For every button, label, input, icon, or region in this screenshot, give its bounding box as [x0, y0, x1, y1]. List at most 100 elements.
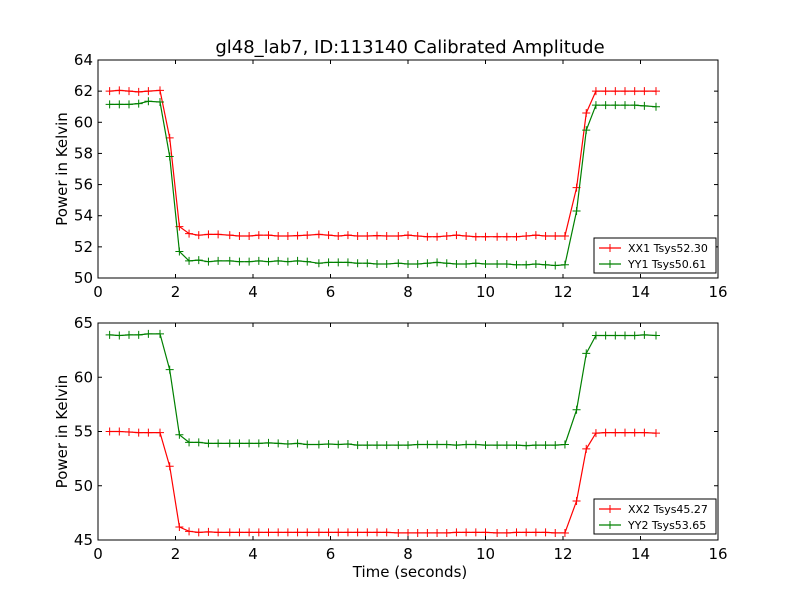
x-tick-label: 16 [708, 283, 727, 301]
data-point-marker [175, 430, 184, 439]
data-point-marker [423, 440, 432, 449]
data-point-marker [225, 439, 234, 448]
data-point-marker [105, 100, 114, 109]
data-point-marker [314, 528, 323, 537]
data-point-marker [452, 259, 461, 268]
data-point-marker [156, 329, 164, 338]
data-point-marker [303, 528, 312, 537]
data-point-marker [452, 528, 461, 537]
data-point-marker [582, 108, 591, 117]
data-point-marker [404, 231, 412, 240]
data-point-marker [423, 528, 432, 537]
data-point-marker [303, 231, 312, 240]
x-tick-label: 10 [476, 283, 495, 301]
data-point-marker [185, 256, 194, 265]
data-point-marker [274, 528, 283, 537]
x-tick-label: 2 [171, 545, 181, 563]
data-point-marker [640, 101, 649, 110]
data-point-marker [324, 528, 333, 537]
data-point-marker [115, 427, 124, 436]
data-point-marker [591, 87, 600, 96]
y-tick-label: 62 [74, 82, 93, 100]
data-point-marker [394, 528, 403, 537]
y-tick-label: 64 [74, 51, 93, 69]
data-point-marker [611, 428, 620, 437]
data-point-marker [144, 87, 153, 96]
data-point-marker [204, 257, 213, 266]
data-point-marker [611, 331, 620, 340]
y-tick-label: 55 [74, 423, 93, 441]
x-tick-label: 14 [631, 545, 650, 563]
data-point-marker [601, 331, 610, 340]
data-point-marker [115, 100, 124, 109]
x-axis-label: Time (seconds) [352, 563, 468, 581]
data-point-marker [125, 330, 133, 339]
data-point-marker [264, 257, 273, 266]
data-point-marker [175, 522, 184, 531]
x-tick-label: 4 [248, 545, 258, 563]
data-point-marker [204, 527, 213, 536]
data-point-marker [652, 87, 660, 96]
data-point-marker [334, 231, 343, 240]
y-tick-label: 56 [74, 176, 93, 194]
y-tick-label: 50 [74, 269, 93, 287]
data-point-marker [283, 528, 292, 537]
data-point-marker [493, 441, 502, 450]
data-point-marker [314, 230, 323, 239]
data-point-marker [245, 257, 254, 266]
data-point-marker [363, 231, 372, 240]
data-point-marker [433, 232, 442, 241]
data-point-marker [264, 528, 273, 537]
data-point-marker [254, 256, 263, 265]
chart-title: gl48_lab7, ID:113140 Calibrated Amplitud… [215, 37, 604, 58]
data-point-marker [105, 87, 114, 96]
data-point-marker [433, 528, 442, 537]
data-point-marker [582, 349, 591, 358]
data-point-marker [621, 331, 629, 340]
legend-label: YY2 Tsys53.65 [627, 519, 706, 532]
data-point-marker [512, 260, 521, 269]
y-axis-label: Power in Kelvin [53, 112, 71, 226]
data-point-marker [630, 428, 639, 437]
legend-marker [606, 505, 614, 513]
data-point-marker [582, 444, 591, 453]
data-point-marker [274, 256, 283, 265]
data-point-marker [293, 231, 302, 240]
data-point-marker [293, 528, 302, 537]
data-point-marker [115, 86, 124, 95]
data-point-marker [560, 440, 569, 449]
data-point-marker [462, 528, 471, 537]
x-tick-label: 12 [553, 283, 572, 301]
data-point-marker [433, 440, 442, 449]
legend-marker [606, 521, 614, 529]
data-point-marker [394, 259, 403, 268]
data-point-marker [531, 441, 540, 450]
data-point-marker [105, 330, 114, 339]
data-point-marker [471, 440, 480, 449]
data-point-marker [481, 259, 490, 268]
data-point-marker [235, 528, 244, 537]
y-tick-label: 50 [74, 477, 93, 495]
data-point-marker [165, 462, 174, 471]
data-point-marker [591, 101, 600, 110]
x-tick-label: 2 [171, 283, 181, 301]
data-point-marker [194, 438, 203, 447]
data-point-marker [640, 428, 649, 437]
y-axis-label: Power in Kelvin [53, 375, 71, 489]
y-tick-label: 65 [74, 314, 93, 332]
data-point-marker [283, 257, 292, 266]
data-point-marker [353, 231, 362, 240]
data-point-marker [423, 259, 432, 268]
data-point-marker [541, 260, 550, 269]
data-point-marker [214, 528, 223, 537]
data-point-marker [493, 232, 502, 241]
data-point-marker [144, 97, 153, 106]
legend-label: XX2 Tsys45.27 [628, 503, 708, 516]
data-point-marker [343, 528, 352, 537]
data-point-marker [512, 232, 521, 241]
data-point-marker [433, 258, 442, 267]
data-point-marker [134, 87, 143, 96]
y-tick-label: 60 [74, 113, 93, 131]
series-line-1 [109, 89, 656, 238]
data-point-marker [156, 428, 164, 437]
